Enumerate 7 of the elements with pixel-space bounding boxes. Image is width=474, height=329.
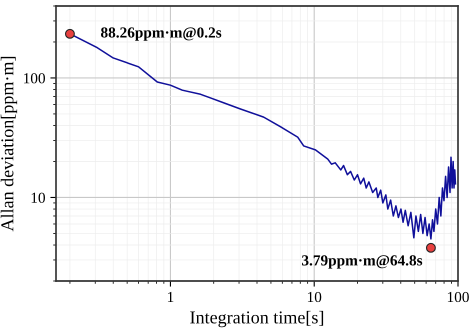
x-tick-label: 1 [168, 292, 174, 302]
y-axis-title: Allan deviation[ppm·m] [0, 56, 18, 232]
x-tick-label: 10 [308, 292, 322, 302]
annotation: 3.79ppm·m@64.8s [302, 255, 422, 269]
annotation: 88.26ppm·m@0.2s [101, 27, 222, 41]
x-tick-label: 100 [448, 292, 469, 302]
x-axis-title: Integration time[s] [190, 310, 324, 328]
